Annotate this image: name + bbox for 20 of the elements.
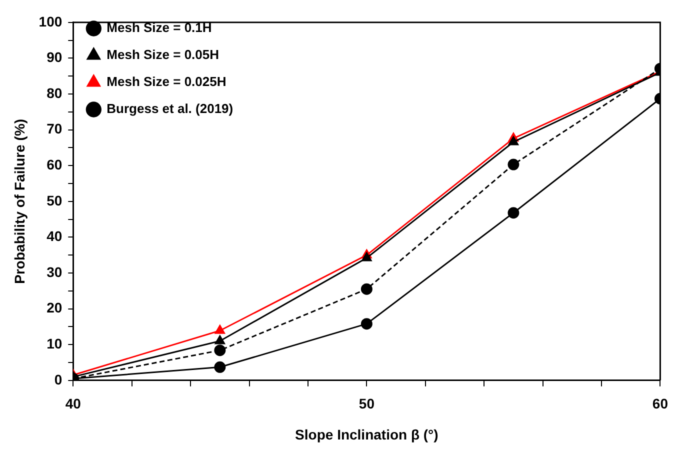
y-tick-label: 60	[46, 156, 62, 172]
y-tick-label: 40	[46, 228, 62, 244]
x-tick-label: 60	[652, 396, 668, 412]
x-axis-title: Slope Inclination β (°)	[295, 426, 438, 442]
legend-label: Mesh Size = 0.1H	[106, 20, 212, 36]
x-tick-label: 40	[65, 396, 82, 412]
y-tick-label: 0	[54, 371, 62, 388]
y-tick-label: 20	[46, 300, 62, 316]
y-tick-label: 80	[46, 84, 62, 101]
y-tick-label: 70	[46, 120, 62, 137]
y-tick-label: 90	[46, 49, 62, 66]
x-tick-label: 50	[358, 396, 375, 412]
y-tick-label: 30	[46, 264, 62, 280]
y-tick-label: 100	[38, 13, 62, 30]
legend-label: Mesh Size = 0.025H	[106, 74, 226, 90]
legend-label: Mesh Size = 0.05H	[106, 47, 220, 62]
y-axis-title: Probability of Failure (%)	[11, 118, 28, 284]
y-tick-label: 10	[46, 335, 62, 352]
legend-label: Burgess et al. (2019)	[106, 101, 234, 116]
y-tick-label: 50	[46, 192, 62, 208]
